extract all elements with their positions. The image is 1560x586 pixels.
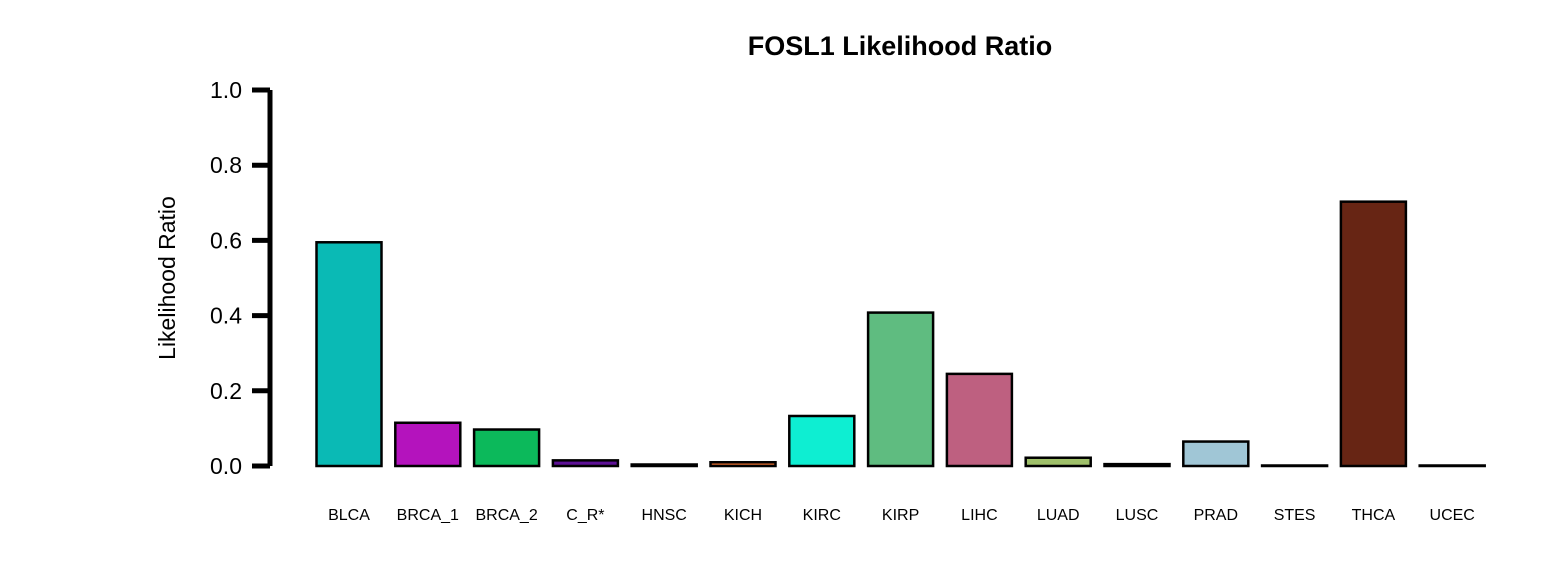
bar-lihc: [945, 372, 1014, 468]
x-tick-label: BRCA_2: [475, 507, 537, 524]
bar-blca: [315, 241, 383, 468]
x-tick-label: LUAD: [1037, 507, 1080, 524]
x-tick-label: LIHC: [961, 507, 997, 524]
bar-c-r-: [551, 459, 620, 468]
bar-luad: [1024, 456, 1092, 468]
x-tick-label: KIRP: [882, 507, 919, 524]
x-tick-label: KICH: [724, 507, 762, 524]
x-tick-label: HNSC: [642, 507, 687, 524]
y-tick-label: 1.0: [210, 77, 242, 103]
bar-lusc: [1103, 462, 1171, 468]
chart-title: FOSL1 Likelihood Ratio: [748, 31, 1053, 61]
x-tick-label: BLCA: [328, 507, 370, 524]
bar-brca-2: [472, 428, 541, 468]
y-tick-label: 0.8: [210, 152, 242, 178]
bar-prad: [1182, 440, 1250, 468]
y-tick-label: 0.0: [210, 453, 242, 479]
y-tick-label: 0.6: [210, 227, 242, 253]
x-tick-label: C_R*: [566, 507, 604, 524]
x-tick-label: THCA: [1352, 507, 1396, 524]
x-tick-label: STES: [1274, 507, 1316, 524]
y-tick-label: 0.4: [210, 303, 242, 329]
bar-hnsc: [630, 463, 698, 468]
x-tick-label: LUSC: [1116, 507, 1159, 524]
x-tick-label: BRCA_1: [397, 507, 459, 524]
x-tick-label: UCEC: [1430, 507, 1475, 524]
bar-kirc: [788, 414, 856, 468]
x-tick-labels: BLCA BRCA_1 BRCA_2 C_R* HNSC KICH KIRC KIRP LIHC…: [328, 507, 1475, 524]
x-tick-label: PRAD: [1194, 507, 1238, 524]
x-tick-label: KIRC: [803, 507, 841, 524]
bar-ucec: [1418, 464, 1486, 468]
bar-kirp: [866, 311, 935, 468]
bar-brca-1: [394, 421, 462, 468]
bar-kich: [709, 460, 777, 468]
bars-group: [315, 200, 1486, 468]
bar-stes: [1260, 464, 1329, 468]
y-axis: 0.0 0.2 0.4 0.6 0.8 1.0: [210, 77, 273, 479]
y-tick-label: 0.2: [210, 378, 242, 404]
bar-thca: [1339, 200, 1408, 468]
y-axis-label: Likelihood Ratio: [154, 196, 180, 360]
